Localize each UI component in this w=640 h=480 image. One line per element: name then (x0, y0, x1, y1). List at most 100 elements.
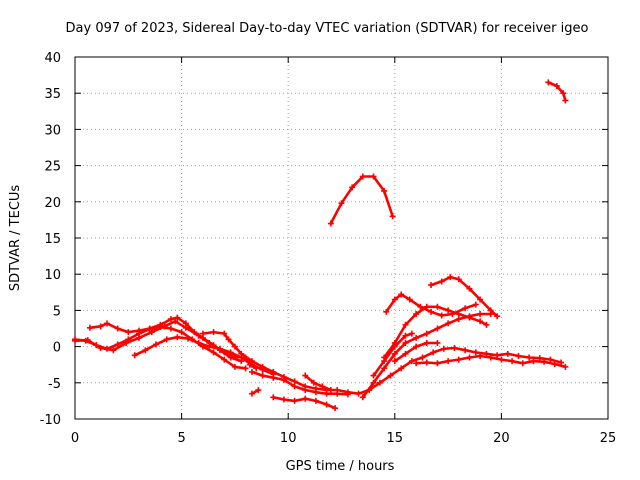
data-point (161, 323, 168, 330)
data-point (477, 296, 484, 303)
data-point (131, 352, 138, 359)
data-point (178, 329, 185, 336)
x-tick-label: 25 (600, 431, 617, 446)
data-point (123, 339, 130, 346)
y-tick-label: 35 (44, 87, 61, 102)
data-point (370, 372, 377, 379)
data-point (153, 341, 160, 348)
data-point (291, 397, 298, 404)
data-point (370, 379, 377, 386)
data-point (413, 360, 420, 367)
data-point (387, 372, 394, 379)
data-point (199, 330, 206, 337)
data-point (545, 79, 552, 86)
data-point (327, 387, 334, 394)
plot-frame (74, 56, 609, 420)
series-arc-f (248, 368, 351, 398)
data-point (174, 334, 181, 341)
data-point (302, 395, 309, 402)
data-point (253, 365, 260, 372)
data-point (419, 354, 426, 361)
data-point (434, 339, 441, 346)
data-point (344, 391, 351, 398)
data-point (270, 368, 277, 375)
data-point (445, 358, 452, 365)
data-point (97, 345, 104, 352)
data-point (417, 303, 424, 310)
data-point (338, 200, 345, 207)
data-point (530, 358, 537, 365)
data-point (157, 321, 164, 328)
data-point (355, 390, 362, 397)
data-point (398, 291, 405, 298)
data-point (248, 368, 255, 375)
data-point (472, 349, 479, 356)
data-point (255, 387, 262, 394)
chart-title: Day 097 of 2023, Sidereal Day-to-day VTE… (66, 21, 589, 36)
y-tick-label: 0 (53, 341, 61, 356)
data-point (434, 303, 441, 310)
x-tick-label: 15 (387, 431, 404, 446)
data-point (562, 97, 569, 104)
data-point (332, 405, 339, 412)
data-point (553, 82, 560, 89)
data-point (472, 301, 479, 308)
data-point (494, 313, 501, 320)
data-point (515, 353, 522, 360)
data-point (423, 359, 430, 366)
y-axis-label: SDTVAR / TECUs (8, 185, 23, 292)
data-point (210, 329, 217, 336)
data-point (174, 314, 181, 321)
data-point (231, 343, 238, 350)
data-point (216, 345, 223, 352)
data-point (146, 325, 153, 332)
data-point (84, 337, 91, 344)
data-point (406, 296, 413, 303)
data-point (302, 372, 309, 379)
data-point (148, 329, 155, 336)
data-point (135, 334, 142, 341)
data-point (466, 285, 473, 292)
data-point (86, 324, 93, 331)
data-point (423, 339, 430, 346)
data-point (312, 397, 319, 404)
data-point (547, 356, 554, 363)
series-arc-p (383, 291, 479, 319)
data-point (381, 354, 388, 361)
data-point (319, 383, 326, 390)
data-point (519, 360, 526, 367)
data-point (466, 314, 473, 321)
data-point (349, 184, 356, 191)
data-point (438, 278, 445, 285)
data-point (509, 358, 516, 365)
data-point (323, 390, 330, 397)
series-line (88, 316, 239, 359)
series-line (385, 293, 478, 317)
series-line (547, 81, 567, 102)
data-point (280, 376, 287, 383)
y-tick-label: -10 (40, 413, 61, 428)
data-point (391, 358, 398, 365)
data-point (280, 396, 287, 403)
data-point (526, 354, 533, 361)
data-point (163, 336, 170, 343)
data-point (541, 358, 548, 365)
data-point (504, 350, 511, 357)
y-tick-label: 10 (44, 268, 61, 283)
data-point (477, 311, 484, 318)
series-arc-q (428, 274, 501, 320)
y-tick-label: 30 (44, 123, 61, 138)
data-point (227, 349, 234, 356)
data-point (114, 325, 121, 332)
data-point (413, 311, 420, 318)
data-point (494, 352, 501, 359)
data-point (259, 372, 266, 379)
data-point (391, 350, 398, 357)
data-point (483, 321, 490, 328)
data-point (310, 379, 317, 386)
data-point (466, 354, 473, 361)
data-point (477, 318, 484, 325)
data-point (381, 365, 388, 372)
data-point (97, 323, 104, 330)
